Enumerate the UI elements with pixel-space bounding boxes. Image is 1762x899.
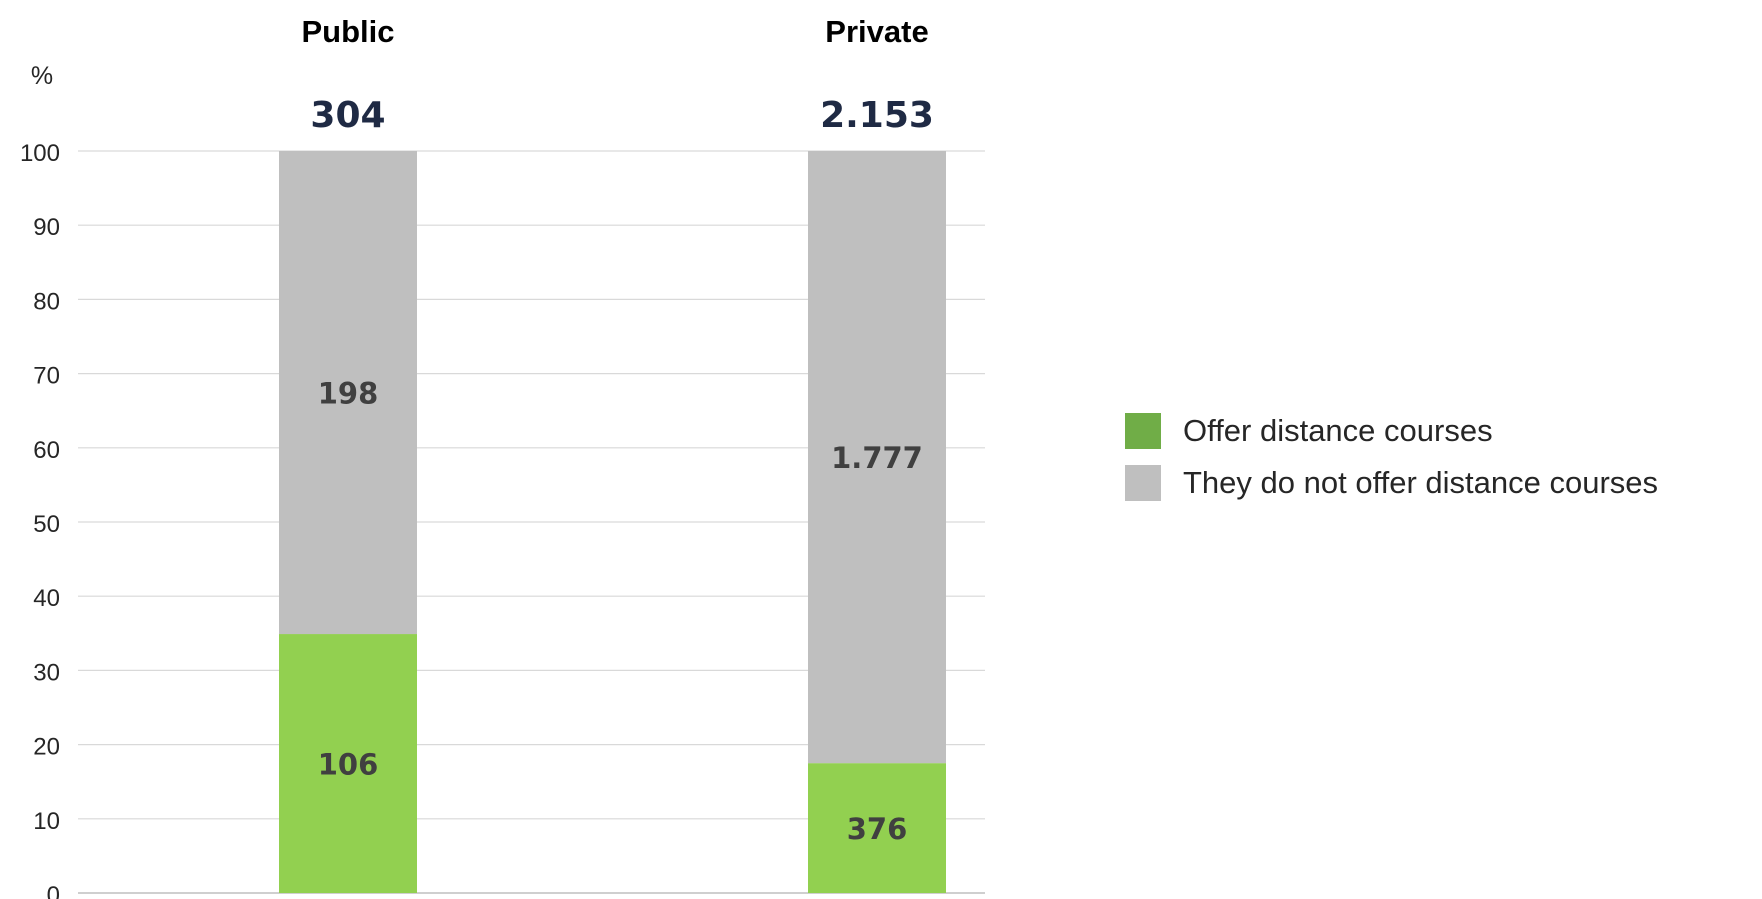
y-tick-label: 10	[33, 808, 60, 835]
legend-item-not-offer: They do not offer distance courses	[1125, 457, 1658, 509]
total-label-private: 2.153	[820, 95, 934, 136]
bar-segment-not-offer-public	[279, 151, 417, 635]
bar-segment-offer-private	[808, 763, 946, 893]
data-label: 1.777	[831, 441, 923, 475]
legend-item-offer: Offer distance courses	[1125, 405, 1658, 457]
bar-segment-offer-public	[279, 634, 417, 893]
category-label-public: Public	[301, 14, 394, 49]
legend-swatch-not-offer	[1125, 465, 1161, 501]
y-tick-label: 30	[33, 659, 60, 686]
data-label: 198	[318, 377, 379, 411]
legend-swatch-offer	[1125, 413, 1161, 449]
y-tick-label: 80	[33, 288, 60, 315]
legend-label-offer: Offer distance courses	[1183, 413, 1493, 448]
y-tick-label: 90	[33, 214, 60, 241]
y-tick-label: 20	[33, 734, 60, 761]
y-tick-label: 40	[33, 585, 60, 612]
data-label: 376	[847, 812, 908, 846]
y-tick-label: 70	[33, 363, 60, 390]
legend-label-not-offer: They do not offer distance courses	[1183, 465, 1659, 500]
chart-legend: Offer distance courses They do not offer…	[1125, 405, 1658, 509]
y-tick-label: 60	[33, 437, 60, 464]
y-tick-label: 100	[20, 140, 60, 167]
y-tick-label: 50	[33, 511, 60, 538]
total-label-public: 304	[310, 95, 385, 136]
category-label-private: Private	[825, 14, 928, 49]
data-label: 106	[318, 748, 379, 782]
y-axis-label: %	[31, 62, 53, 90]
bar-segment-not-offer-private	[808, 151, 946, 764]
y-tick-label: 0	[47, 882, 60, 899]
